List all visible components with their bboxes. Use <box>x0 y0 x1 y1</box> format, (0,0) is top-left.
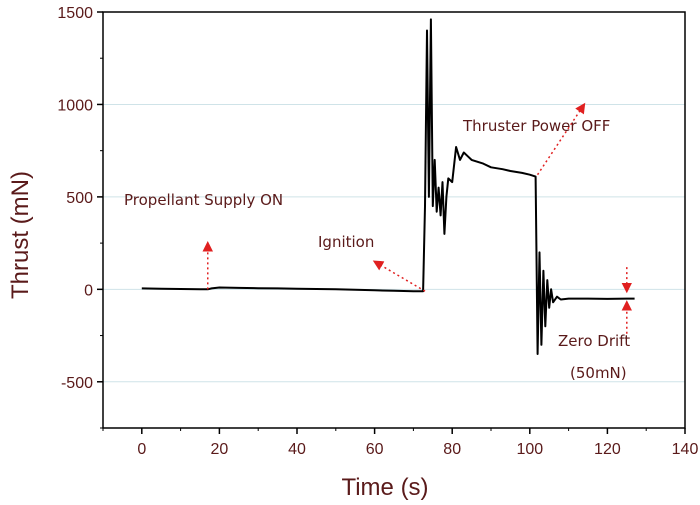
x-tick-label: 60 <box>366 441 384 458</box>
y-tick-label: 500 <box>66 190 93 207</box>
x-tick-label: 40 <box>288 441 306 458</box>
annotation-arrow <box>536 102 586 176</box>
plot-frame <box>102 11 686 429</box>
annotation-label: Thruster Power OFF <box>462 117 610 135</box>
annotation-label: Ignition <box>318 233 374 251</box>
annotation-label: Propellant Supply ON <box>124 191 283 209</box>
y-tick-label: 1500 <box>57 5 93 22</box>
annotation-label: (50mN) <box>570 364 627 382</box>
y-axis-label: Thrust (mN) <box>7 171 34 299</box>
annotation-label: Zero Drift <box>558 332 630 350</box>
x-tick-label: 0 <box>137 441 146 458</box>
series-layer <box>141 18 635 355</box>
annotation-layer: Propellant Supply ON Ignition Thruster Pow… <box>124 102 633 382</box>
y-tick-label: 1000 <box>57 97 93 114</box>
x-tick-label: 140 <box>672 441 699 458</box>
thrust-series-line <box>141 18 635 355</box>
x-axis-label: Time (s) <box>341 474 428 501</box>
x-tick-label: 80 <box>443 441 461 458</box>
annotation-arrow <box>372 260 426 292</box>
x-tick-label: 100 <box>516 441 543 458</box>
y-tick-label: -500 <box>61 375 93 392</box>
x-tick-label: 20 <box>211 441 229 458</box>
axis-ticks: -500 0 500 1000 1500 0 20 40 60 80 100 120 140 <box>57 5 698 458</box>
x-tick-label: 120 <box>594 441 621 458</box>
y-tick-label: 0 <box>84 282 93 299</box>
